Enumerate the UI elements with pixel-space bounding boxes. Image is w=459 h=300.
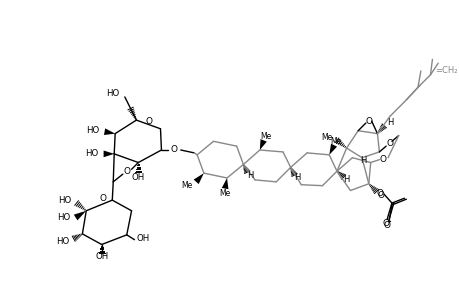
Text: Me: Me bbox=[330, 137, 341, 146]
Text: O: O bbox=[386, 139, 392, 148]
Text: OH: OH bbox=[131, 172, 145, 182]
Text: O: O bbox=[382, 219, 389, 228]
Polygon shape bbox=[104, 128, 115, 135]
Text: H: H bbox=[294, 173, 300, 182]
Text: O: O bbox=[170, 146, 177, 154]
Text: OH: OH bbox=[136, 234, 149, 243]
Polygon shape bbox=[103, 151, 114, 157]
Text: HO: HO bbox=[106, 88, 119, 98]
Text: Me: Me bbox=[181, 181, 192, 190]
Polygon shape bbox=[193, 173, 203, 184]
Text: O: O bbox=[377, 191, 384, 200]
Text: H: H bbox=[343, 176, 349, 184]
Text: H: H bbox=[386, 118, 392, 127]
Text: O: O bbox=[383, 221, 390, 230]
Polygon shape bbox=[73, 211, 86, 220]
Text: O: O bbox=[376, 189, 383, 198]
Text: O: O bbox=[379, 155, 386, 164]
Text: HO: HO bbox=[57, 213, 71, 222]
Polygon shape bbox=[329, 144, 336, 155]
Text: HO: HO bbox=[86, 126, 100, 135]
Text: OH: OH bbox=[95, 252, 108, 261]
Text: =CH₂: =CH₂ bbox=[434, 66, 457, 75]
Text: H: H bbox=[359, 156, 366, 165]
Text: Me: Me bbox=[259, 132, 271, 141]
Text: HO: HO bbox=[56, 237, 69, 246]
Text: O: O bbox=[99, 194, 106, 203]
Text: Me: Me bbox=[219, 189, 230, 198]
Polygon shape bbox=[259, 139, 266, 150]
Text: HO: HO bbox=[85, 149, 99, 158]
Text: O: O bbox=[123, 167, 130, 176]
Text: Me: Me bbox=[320, 133, 331, 142]
Text: O: O bbox=[145, 117, 152, 126]
Text: HO: HO bbox=[58, 196, 72, 205]
Text: H: H bbox=[246, 171, 253, 180]
Polygon shape bbox=[221, 178, 228, 189]
Text: O: O bbox=[364, 117, 371, 126]
